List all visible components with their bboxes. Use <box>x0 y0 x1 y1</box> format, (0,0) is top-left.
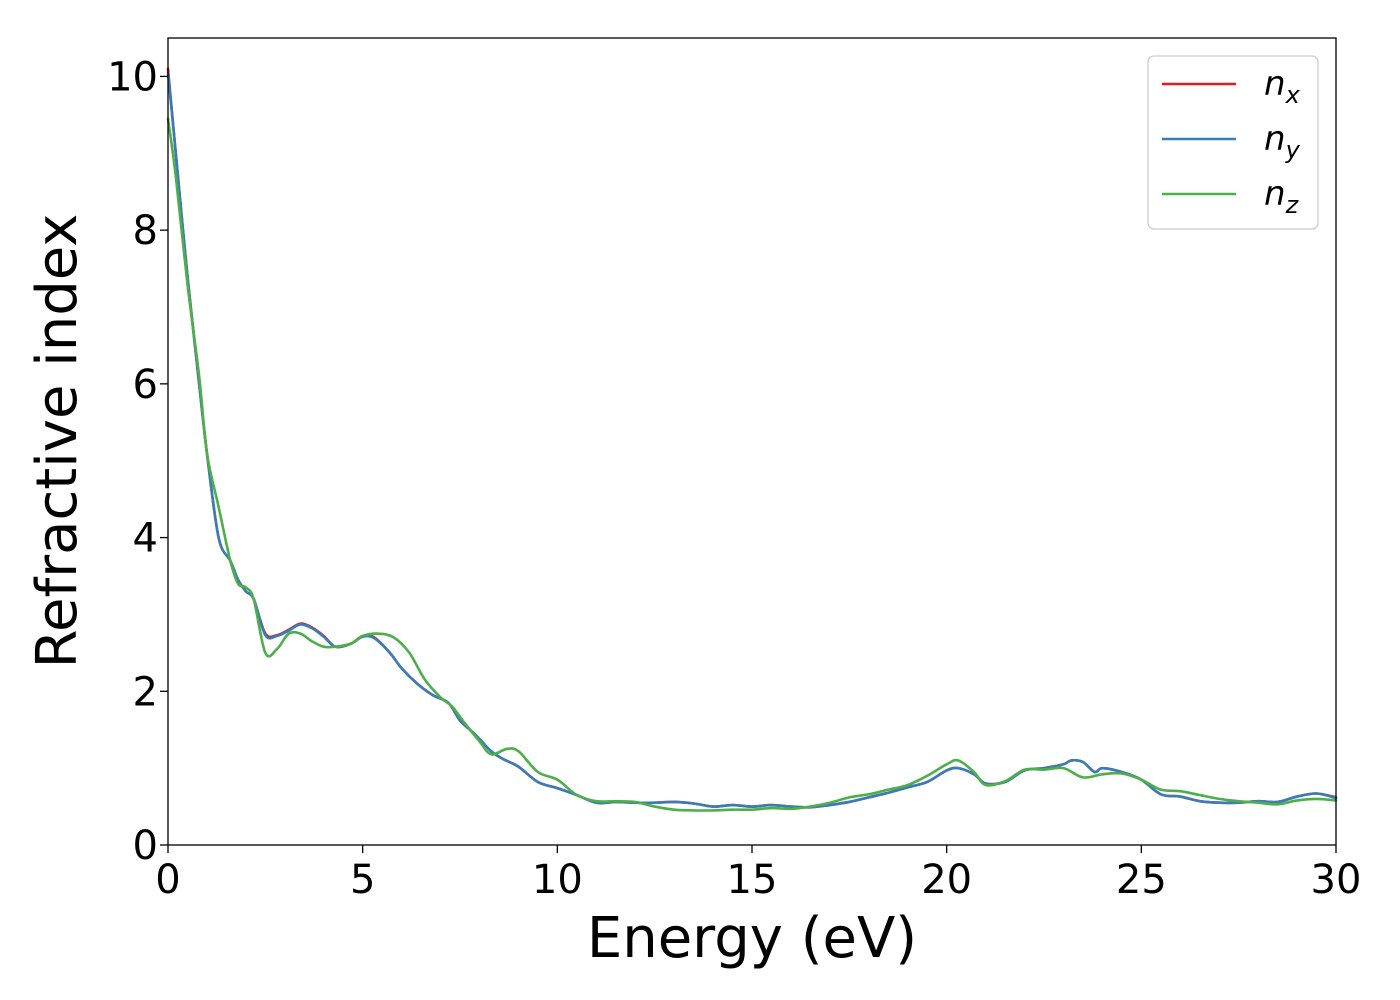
legend-label: nz <box>1264 174 1300 219</box>
legend-label: ny <box>1264 119 1301 164</box>
legend-label-subscript: x <box>1285 81 1301 109</box>
x-tick-label: 25 <box>1116 857 1167 903</box>
legend-frame <box>1147 55 1319 230</box>
y-tick-label: 0 <box>133 823 158 869</box>
legend-label-main: n <box>1264 64 1286 104</box>
legend-label-subscript: y <box>1285 136 1301 164</box>
x-tick-label: 0 <box>155 857 180 903</box>
y-tick-label: 2 <box>133 669 158 715</box>
legend-label-main: n <box>1264 174 1286 214</box>
x-axis: 0 5 10 15 20 25 30 <box>155 845 1361 903</box>
plot-background <box>168 38 1336 845</box>
y-tick-label: 8 <box>133 208 158 254</box>
y-tick-label: 6 <box>133 362 158 408</box>
y-axis-title: Refractive index <box>25 214 90 669</box>
y-tick-label: 10 <box>107 54 158 100</box>
series-lines <box>166 67 1338 812</box>
legend-label-subscript: z <box>1285 191 1300 219</box>
x-tick-label: 20 <box>921 857 972 903</box>
x-tick-label: 30 <box>1311 857 1362 903</box>
series-line-n-z <box>166 117 1338 812</box>
legend-label-main: n <box>1264 119 1286 159</box>
y-axis: 0 2 4 6 8 10 <box>107 54 168 869</box>
series-line-n-y <box>166 71 1338 809</box>
legend-label: nx <box>1264 64 1301 109</box>
x-tick-label: 15 <box>727 857 778 903</box>
x-tick-label: 5 <box>350 857 375 903</box>
x-tick-label: 10 <box>532 857 583 903</box>
y-tick-label: 4 <box>133 516 158 562</box>
x-axis-title: Energy (eV) <box>587 906 917 971</box>
